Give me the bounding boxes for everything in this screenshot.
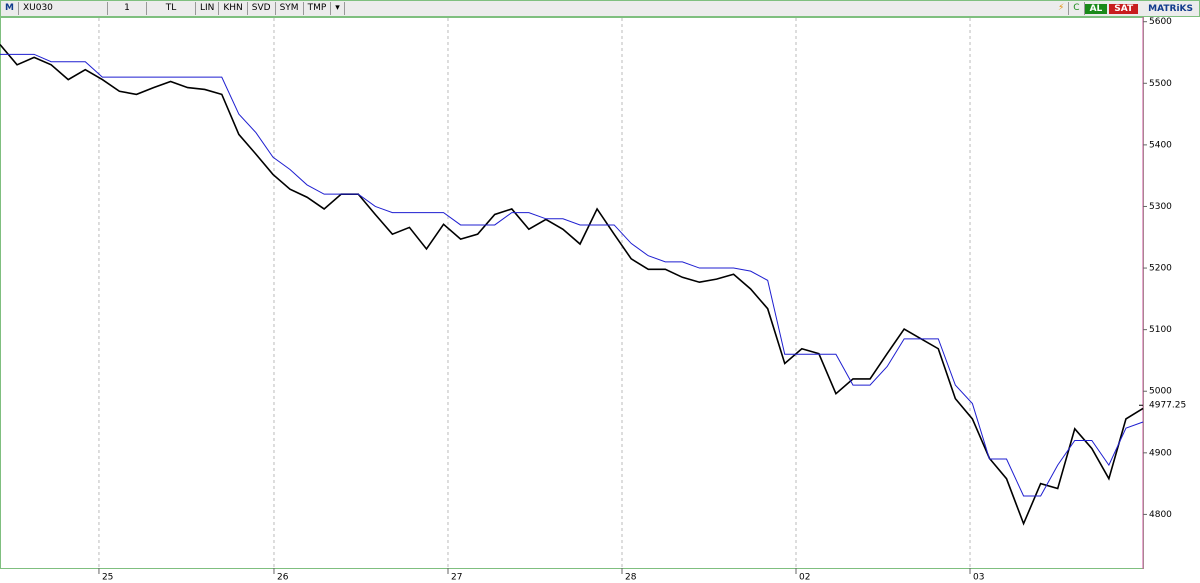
button[interactable]: KHN xyxy=(219,2,248,15)
button[interactable]: TMP xyxy=(304,2,332,15)
toolbar: M XU030 1 TL LIN KHN SVD SYM TMP ▾ ⚡ C A… xyxy=(0,0,1200,17)
price-line xyxy=(0,43,1144,526)
flash-icon[interactable]: ⚡ xyxy=(1054,2,1070,15)
brand: MATRiKS xyxy=(1148,3,1193,14)
button[interactable]: SYM xyxy=(276,2,304,15)
y-tick-label: 4900 xyxy=(1149,448,1172,458)
plot-frame xyxy=(0,17,1144,569)
y-tick-label: 5600 xyxy=(1149,17,1172,27)
chart: 25 26 27 28 02 03 4800 4900 5000 5100 5200 5300 5400… xyxy=(0,17,1200,583)
y-tick-label: 5500 xyxy=(1149,79,1172,89)
sell-button[interactable]: SAT xyxy=(1109,3,1139,14)
x-tick-label: 02 xyxy=(799,573,810,583)
y-tick-label: 5300 xyxy=(1149,202,1172,212)
period[interactable]: 1 xyxy=(108,2,147,15)
y-tick-label: 5000 xyxy=(1149,387,1172,397)
x-tick-label: 27 xyxy=(451,573,462,583)
y-axis-area xyxy=(1144,17,1200,583)
y-tick-label: 5400 xyxy=(1149,140,1172,150)
button[interactable]: SVD xyxy=(248,2,276,15)
x-tick-label: 03 xyxy=(973,573,984,583)
x-tick-label: 25 xyxy=(102,573,113,583)
buy-button[interactable]: AL xyxy=(1084,3,1108,14)
dropdown[interactable]: ▾ xyxy=(331,2,345,15)
symbol[interactable]: XU030 xyxy=(19,2,108,15)
y-tick-label: 5100 xyxy=(1149,325,1172,335)
toolbar-right: ⚡ C AL SAT MATRiKS xyxy=(1054,2,1199,15)
x-tick-label: 28 xyxy=(625,573,637,583)
y-tick-label: 5200 xyxy=(1149,264,1172,274)
connection[interactable]: C xyxy=(1069,2,1085,15)
last-price-label: 4977.25 xyxy=(1149,401,1186,411)
menu[interactable]: M xyxy=(1,2,19,15)
currency[interactable]: TL xyxy=(147,2,196,15)
x-tick-label: 26 xyxy=(277,573,289,583)
y-tick-label: 4800 xyxy=(1149,510,1172,520)
price-line xyxy=(0,53,1144,497)
button[interactable]: LIN xyxy=(196,2,220,15)
